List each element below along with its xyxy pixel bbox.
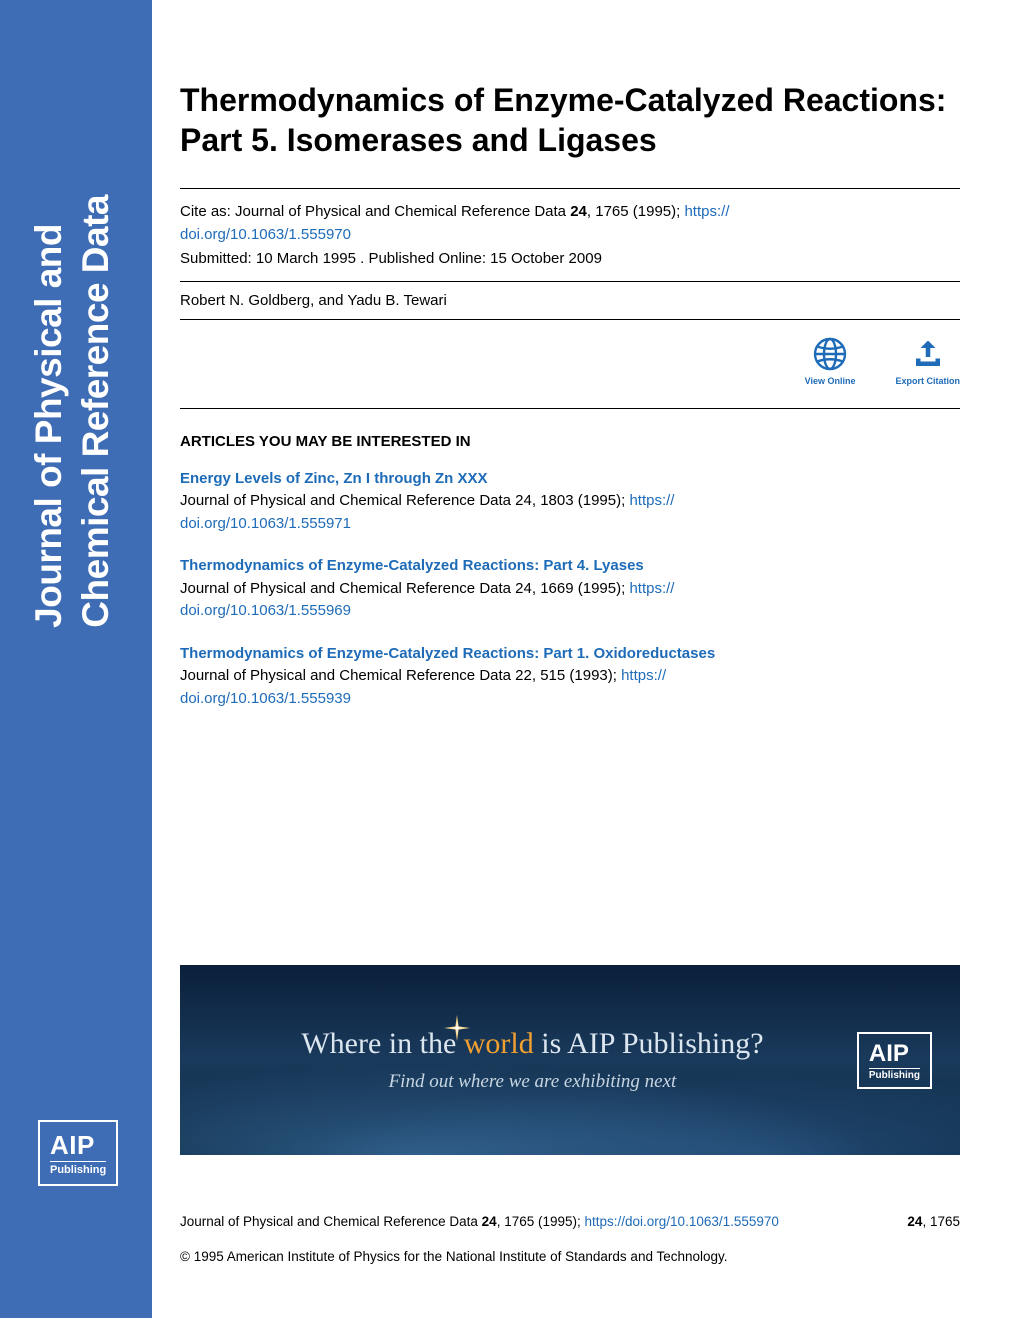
aip-logo-subtitle: Publishing [50,1161,106,1176]
doi-part1: https:// [621,667,666,684]
related-article: Energy Levels of Zinc, Zn I through Zn X… [180,468,960,536]
footer-pages: 24, 1765 [907,1211,960,1233]
doi-part1: https:// [629,580,674,597]
footer-cite-prefix: Journal of Physical and Chemical Referen… [180,1214,482,1229]
cite-rest: , 1765 (1995); [587,203,685,220]
ad-logo-text: AIP [869,1040,920,1068]
ad-subheadline: Find out where we are exhibiting next [208,1071,857,1093]
related-meta-prefix: Journal of Physical and Chemical Referen… [180,492,515,509]
doi-part1: https:// [684,203,729,220]
cite-prefix: Cite as: Journal of Physical and Chemica… [180,203,570,220]
footer-doi-link[interactable]: https://doi.org/10.1063/1.555970 [585,1214,779,1229]
divider [180,408,960,409]
aip-logo-text: AIP [50,1130,106,1161]
related-meta-prefix: Journal of Physical and Chemical Referen… [180,667,515,684]
ad-line1-pre: Where in the [301,1027,463,1060]
submitted-published: Submitted: 10 March 1995 . Published Onl… [180,248,960,271]
article-title: Thermodynamics of Enzyme-Catalyzed React… [180,80,960,160]
footer: Journal of Physical and Chemical Referen… [180,1211,960,1268]
ad-line1-post: is AIP Publishing? [534,1027,764,1060]
sidebar: Journal of Physical and Chemical Referen… [0,0,152,1318]
export-citation-button[interactable]: Export Citation [896,336,961,386]
related-meta-prefix: Journal of Physical and Chemical Referen… [180,580,515,597]
ad-banner[interactable]: Where in the world is AIP Publishing? Fi… [180,965,960,1155]
export-icon [910,336,946,372]
related-article-title[interactable]: Thermodynamics of Enzyme-Catalyzed React… [180,557,644,574]
footer-pages-vol: 24 [907,1214,922,1229]
footer-copyright: © 1995 American Institute of Physics for… [180,1246,960,1268]
ad-line1-highlight: world [464,1027,534,1060]
related-meta-rest: , 515 (1993); [532,667,621,684]
related-meta-rest: , 1803 (1995); [532,492,630,509]
doi-part2: doi.org/10.1063/1.555971 [180,515,351,532]
cite-volume: 24 [570,203,587,220]
authors: Robert N. Goldberg, and Yadu B. Tewari [180,282,960,319]
globe-icon [812,336,848,372]
related-article-title[interactable]: Thermodynamics of Enzyme-Catalyzed React… [180,645,715,662]
related-meta-rest: , 1669 (1995); [532,580,630,597]
footer-citation: Journal of Physical and Chemical Referen… [180,1211,779,1233]
journal-title-line2: Chemical Reference Data [75,195,117,628]
ad-aip-logo: AIP Publishing [857,1032,932,1089]
footer-cite-rest: , 1765 (1995); [497,1214,585,1229]
ad-text: Where in the world is AIP Publishing? Fi… [208,1027,857,1093]
related-volume: 22 [515,667,532,684]
related-article: Thermodynamics of Enzyme-Catalyzed React… [180,555,960,623]
action-row: View Online Export Citation [180,320,960,408]
related-article: Thermodynamics of Enzyme-Catalyzed React… [180,643,960,711]
doi-part2: doi.org/10.1063/1.555939 [180,690,351,707]
citation-block: Cite as: Journal of Physical and Chemica… [180,189,960,281]
footer-citation-row: Journal of Physical and Chemical Referen… [180,1211,960,1233]
ad-logo-sub: Publishing [869,1068,920,1081]
related-heading: ARTICLES YOU MAY BE INTERESTED IN [180,433,960,450]
related-article-title[interactable]: Energy Levels of Zinc, Zn I through Zn X… [180,470,488,487]
footer-pages-rest: , 1765 [922,1214,960,1229]
ad-headline: Where in the world is AIP Publishing? [208,1027,857,1061]
main-content: Thermodynamics of Enzyme-Catalyzed React… [180,80,960,730]
export-citation-label: Export Citation [896,376,961,386]
journal-title-line1: Journal of Physical and [28,224,70,628]
doi-part2: doi.org/10.1063/1.555970 [180,226,351,243]
view-online-label: View Online [805,376,856,386]
related-volume: 24 [515,492,532,509]
related-volume: 24 [515,580,532,597]
view-online-button[interactable]: View Online [805,336,856,386]
aip-publisher-logo[interactable]: AIP Publishing [38,1120,118,1186]
doi-part2: doi.org/10.1063/1.555969 [180,602,351,619]
doi-part1: https:// [629,492,674,509]
footer-cite-volume: 24 [482,1214,497,1229]
